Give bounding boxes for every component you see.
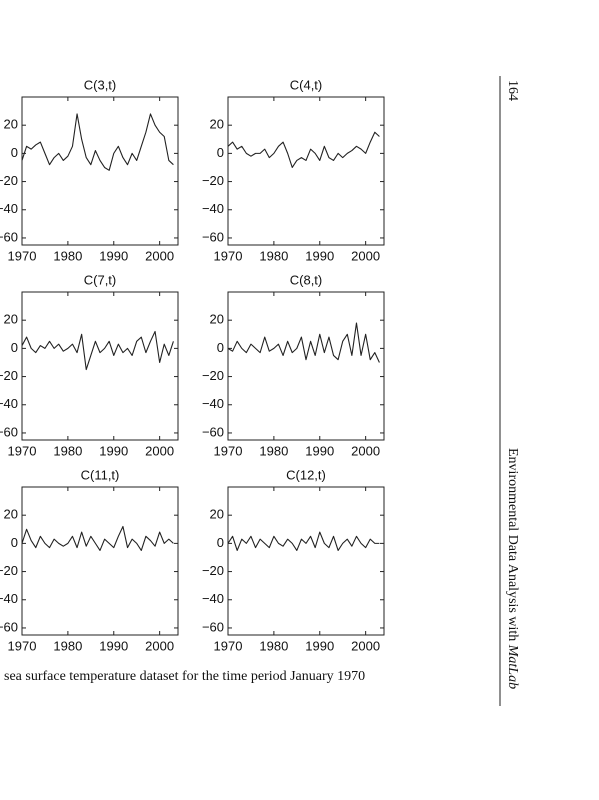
series-line [21, 113, 174, 171]
x-tick-label: 1980 [259, 248, 288, 263]
series-line [21, 330, 174, 371]
axes-box [21, 96, 179, 246]
x-tick-label: 1970 [214, 248, 243, 263]
charts: C(3,t)−60−40−200201970198019902000C(4,t)… [0, 77, 385, 653]
y-tick-label: 20 [4, 312, 18, 327]
y-tick-label: 0 [11, 535, 18, 550]
x-tick-label: 2000 [145, 248, 174, 263]
y-tick-label: −40 [202, 201, 224, 216]
y-tick-label: −60 [202, 619, 224, 634]
x-tick-label: 1990 [99, 443, 128, 458]
x-tick-label: 1990 [99, 248, 128, 263]
x-tick-label: 1970 [8, 638, 37, 653]
y-tick-label: −20 [202, 173, 224, 188]
x-tick-label: 1970 [214, 443, 243, 458]
x-tick-label: 1980 [259, 638, 288, 653]
y-tick-label: −40 [202, 396, 224, 411]
chart-title: C(8,t) [290, 272, 323, 287]
x-tick-label: 2000 [351, 248, 380, 263]
y-tick-label: −20 [202, 563, 224, 578]
y-tick-label: −20 [0, 368, 18, 383]
y-tick-label: −40 [0, 591, 18, 606]
x-tick-label: 1980 [259, 443, 288, 458]
axes-box [227, 486, 385, 636]
x-tick-label: 1980 [53, 638, 82, 653]
x-tick-label: 2000 [145, 443, 174, 458]
chart-title: C(12,t) [286, 467, 326, 482]
x-tick-label: 2000 [351, 638, 380, 653]
y-tick-label: −20 [0, 173, 18, 188]
y-tick-label: 20 [210, 312, 224, 327]
y-tick-label: 0 [11, 145, 18, 160]
series-line [21, 525, 174, 551]
x-tick-label: 1990 [305, 248, 334, 263]
y-tick-label: −40 [0, 201, 18, 216]
x-tick-label: 2000 [351, 443, 380, 458]
x-tick-label: 1970 [8, 443, 37, 458]
page-number: 164 [505, 80, 520, 101]
x-tick-label: 1980 [53, 443, 82, 458]
x-tick-label: 1980 [53, 248, 82, 263]
series-line [227, 131, 380, 169]
axes-box [227, 291, 385, 441]
y-tick-label: −60 [0, 424, 18, 439]
chart-title: C(4,t) [290, 77, 323, 92]
chart-title: C(3,t) [84, 77, 117, 92]
x-tick-label: 1970 [214, 638, 243, 653]
y-tick-label: −20 [0, 563, 18, 578]
y-tick-label: −40 [0, 396, 18, 411]
axes-box [227, 96, 385, 246]
y-tick-label: 0 [11, 340, 18, 355]
y-tick-label: 20 [4, 507, 18, 522]
running-title-text: Environmental Data Analysis with [505, 448, 520, 645]
y-tick-label: −20 [202, 368, 224, 383]
running-title: Environmental Data Analysis with MatLab [505, 448, 520, 689]
y-tick-label: 20 [210, 507, 224, 522]
axes-box [21, 291, 179, 441]
y-tick-label: −60 [0, 619, 18, 634]
y-tick-label: −60 [0, 229, 18, 244]
x-tick-label: 2000 [145, 638, 174, 653]
y-tick-label: 20 [4, 117, 18, 132]
x-tick-label: 1990 [305, 638, 334, 653]
running-title-italic: MatLab [505, 644, 520, 689]
chart-title: C(7,t) [84, 272, 117, 287]
x-tick-label: 1990 [99, 638, 128, 653]
series-line [227, 531, 380, 551]
series-line [227, 322, 380, 363]
y-tick-label: 0 [217, 535, 224, 550]
x-tick-label: 1990 [305, 443, 334, 458]
y-tick-label: 0 [217, 145, 224, 160]
x-tick-label: 1970 [8, 248, 37, 263]
axes-box [21, 486, 179, 636]
chart-title: C(11,t) [81, 467, 120, 482]
y-tick-label: 0 [217, 340, 224, 355]
caption: sea surface temperature dataset for the … [4, 669, 365, 684]
y-tick-label: 20 [210, 117, 224, 132]
y-tick-label: −40 [202, 591, 224, 606]
y-tick-label: −60 [202, 229, 224, 244]
y-tick-label: −60 [202, 424, 224, 439]
